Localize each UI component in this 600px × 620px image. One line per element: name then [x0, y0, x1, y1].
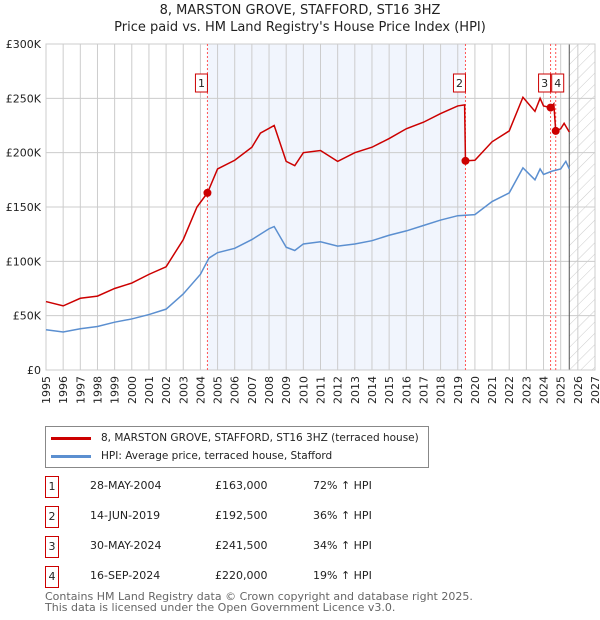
footer-line-1: Contains HM Land Registry data © Crown c… [45, 590, 473, 603]
x-tick-label: 2001 [143, 376, 156, 404]
sale-label-box [551, 73, 565, 93]
sale-hpi-diff: 34% ↑ HPI [313, 539, 372, 552]
sale-label: 4 [554, 77, 561, 90]
chart-title: 8, MARSTON GROVE, STAFFORD, ST16 3HZ [159, 3, 441, 18]
x-tick-label: 2019 [452, 376, 465, 404]
sale-price: £241,500 [215, 539, 268, 552]
sale-marker-number: 1 [45, 476, 59, 498]
chart-subtitle: Price paid vs. HM Land Registry's House … [114, 20, 486, 35]
x-tick-label: 1999 [109, 376, 122, 404]
x-tick-label: 1995 [40, 376, 53, 404]
x-tick-label: 2020 [469, 376, 482, 404]
legend-swatch-red [51, 436, 91, 440]
plot-area: 1995 1996 1997 1998 1999 2000 2001 2002 2003 2004… [6, 38, 600, 404]
legend-item-property: 8, MARSTON GROVE, STAFFORD, ST16 3HZ (te… [51, 430, 419, 446]
sale-label-box [194, 73, 208, 93]
x-tick-label: 2011 [315, 376, 328, 404]
footer-line-2: This data is licensed under the Open Gov… [45, 601, 396, 614]
sale-label: 3 [541, 77, 548, 90]
legend-item-hpi: HPI: Average price, terraced house, Staf… [51, 448, 332, 464]
sale-label-box [452, 73, 466, 93]
legend: 8, MARSTON GROVE, STAFFORD, ST16 3HZ (te… [45, 426, 429, 468]
x-tick-label: 2000 [126, 376, 139, 404]
y-tick-label: £100K [6, 255, 42, 268]
y-tick-label: £150K [6, 201, 42, 214]
x-tick-label: 2025 [555, 376, 568, 404]
x-tick-label: 2016 [400, 376, 413, 404]
x-tick-label: 2005 [212, 376, 225, 404]
series-line [45, 159, 570, 333]
sale-point [461, 156, 470, 165]
sale-date: 28-MAY-2004 [90, 479, 162, 492]
x-tick-label: 2012 [332, 376, 345, 404]
x-tick-label: 2018 [435, 376, 448, 404]
x-tick-label: 2004 [194, 376, 207, 404]
sale-date: 14-JUN-2019 [90, 509, 161, 522]
x-tick-label: 2026 [572, 376, 585, 404]
x-tick-label: 1998 [91, 376, 104, 404]
x-tick-label: 2021 [486, 376, 499, 404]
sale-price: £192,500 [215, 509, 268, 522]
x-tick-label: 2022 [503, 376, 516, 404]
sale-hpi-diff: 72% ↑ HPI [313, 479, 372, 492]
sale-hpi-diff: 19% ↑ HPI [313, 569, 372, 582]
y-tick-label: £0 [27, 364, 41, 377]
sale-marker-number: 3 [45, 536, 59, 558]
sale-hpi-diff: 36% ↑ HPI [313, 509, 372, 522]
y-tick-label: £50K [13, 310, 42, 323]
sale-point [546, 103, 555, 112]
x-tick-label: 2027 [589, 376, 600, 404]
x-tick-label: 2013 [349, 376, 362, 404]
x-tick-label: 2007 [246, 376, 259, 404]
sale-label: 2 [456, 77, 463, 90]
x-tick-label: 2009 [280, 376, 293, 404]
x-tick-label: 2014 [366, 376, 379, 404]
sale-label: 1 [198, 77, 205, 90]
x-tick-label: 2024 [538, 376, 551, 404]
sale-marker-number: 2 [45, 506, 59, 528]
sale-price: £220,000 [215, 569, 268, 582]
y-tick-label: £250K [6, 92, 42, 105]
y-tick-label: £300K [6, 38, 42, 51]
x-tick-label: 2008 [263, 376, 276, 404]
sale-price: £163,000 [215, 479, 268, 492]
sale-marker-number: 4 [45, 566, 59, 588]
sale-date: 16-SEP-2024 [90, 569, 161, 582]
x-tick-label: 2003 [177, 376, 190, 404]
x-tick-label: 2023 [520, 376, 533, 404]
x-tick-label: 1997 [74, 376, 87, 404]
x-tick-label: 2006 [229, 376, 242, 404]
y-tick-label: £200K [6, 147, 42, 160]
x-tick-label: 2017 [417, 376, 430, 404]
sale-point [203, 188, 212, 197]
series-line [45, 95, 570, 307]
legend-swatch-blue [51, 454, 91, 458]
sale-label-box [538, 73, 552, 93]
x-tick-label: 2015 [383, 376, 396, 404]
x-tick-label: 2002 [160, 376, 173, 404]
plot-border [45, 43, 596, 371]
legend-label: 8, MARSTON GROVE, STAFFORD, ST16 3HZ (te… [101, 432, 419, 444]
legend-label: HPI: Average price, terraced house, Staf… [101, 450, 333, 462]
sale-point [551, 126, 560, 135]
x-tick-label: 1996 [57, 376, 70, 404]
x-tick-label: 2010 [297, 376, 310, 404]
sale-date: 30-MAY-2024 [90, 539, 162, 552]
